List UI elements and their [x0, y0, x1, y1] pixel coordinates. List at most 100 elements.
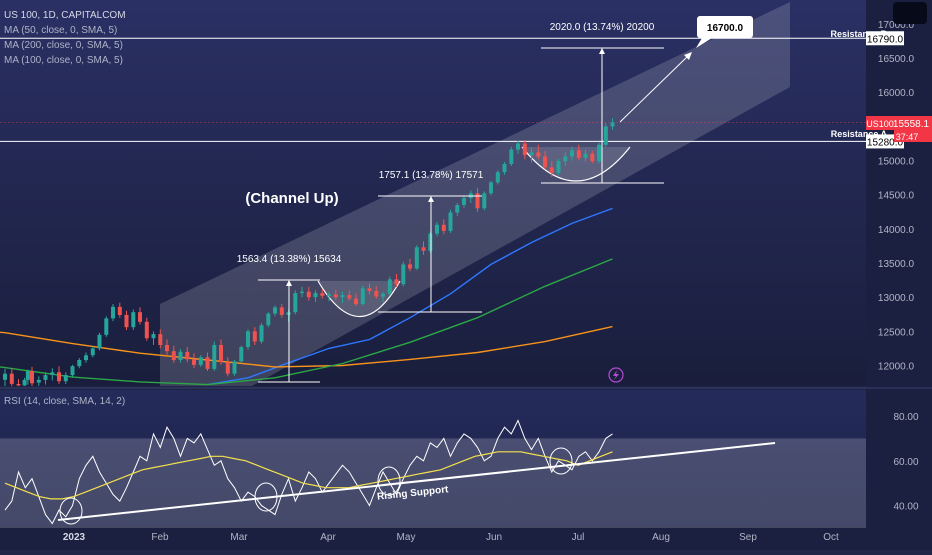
resistance-b-tag [866, 31, 904, 46]
candle-body-9 [57, 372, 61, 382]
symbol-label: US100 [866, 119, 894, 129]
candle-body-34 [225, 362, 230, 374]
last-price-tag [894, 116, 932, 142]
ma-line-1 [0, 325, 613, 368]
ma100-legend: MA (100, close, 0, SMA, 5) [4, 55, 123, 66]
measure-3-arrow-head [599, 48, 605, 54]
candle-body-68 [455, 205, 460, 213]
candle-body-61 [408, 264, 412, 269]
last-price-label: 15558.1 [893, 119, 930, 130]
candle-body-88 [590, 153, 595, 162]
rsi-legend: RSI (14, close, SMA, 14, 2) [4, 396, 126, 407]
candle-body-37 [246, 331, 250, 347]
candle-body-0 [3, 373, 7, 380]
candle-body-49 [327, 294, 331, 296]
candle-body-75 [502, 164, 507, 173]
candle-body-87 [583, 153, 588, 158]
rsi-touch-2 [254, 482, 278, 512]
resistance-b-value: 16790.0 [867, 34, 904, 45]
measure-1-arrow-head [286, 280, 292, 286]
rsi-touch-1 [59, 497, 83, 525]
candle-body-51 [340, 295, 345, 298]
candle-body-32 [212, 345, 217, 369]
y-tick-9: 12000.0 [878, 362, 915, 373]
candle-body-12 [77, 360, 82, 367]
candle-body-7 [43, 375, 48, 380]
candle-body-59 [394, 279, 399, 285]
candle-body-20 [131, 312, 136, 328]
y-tick-0: 17000.0 [878, 20, 915, 31]
candle-body-63 [421, 247, 426, 251]
corner-button[interactable] [893, 2, 927, 24]
candle-body-35 [232, 361, 237, 374]
candle-body-81 [543, 156, 547, 168]
candle-body-55 [367, 288, 372, 291]
candle-body-85 [570, 150, 574, 157]
measure-2-arrow-head [428, 196, 434, 202]
candle-body-65 [435, 224, 439, 234]
candle-body-79 [529, 152, 534, 156]
candle-body-71 [475, 193, 480, 209]
chart-title: US 100, 1D, CAPITALCOM [4, 10, 126, 21]
price-axis-background [866, 0, 932, 550]
ma200-legend: MA (200, close, 0, SMA, 5) [4, 40, 123, 51]
target-label: 16700.0 [707, 23, 744, 34]
lightning-icon [608, 367, 624, 383]
time-axis-background [0, 526, 866, 550]
candle-body-18 [117, 306, 122, 315]
rsi-touch-3 [377, 466, 401, 496]
candle-body-27 [178, 351, 183, 360]
candle-body-57 [381, 293, 385, 297]
cup-arc-2 [521, 146, 631, 182]
candle-body-52 [347, 295, 352, 299]
candle-body-89 [597, 144, 601, 162]
candle-body-17 [111, 306, 115, 319]
ma-line-0 [207, 207, 613, 386]
rsi-touch-4 [549, 447, 573, 475]
candle-body-6 [36, 379, 41, 383]
rsi-line [4, 419, 613, 525]
y-tick-4: 14500.0 [878, 191, 915, 202]
symbol-tag [866, 116, 894, 130]
candle-body-45 [300, 291, 304, 294]
rsi-band [0, 438, 866, 528]
candle-body-15 [97, 334, 102, 349]
candle-body-19 [124, 314, 129, 328]
candle-body-28 [185, 351, 190, 360]
rsi-ma-line [4, 451, 613, 500]
candle-body-24 [158, 334, 163, 345]
candle-body-4 [25, 371, 30, 380]
candle-body-60 [401, 264, 406, 285]
candle-body-38 [252, 331, 257, 342]
candle-body-33 [219, 345, 223, 363]
candle-body-3 [22, 379, 27, 386]
target-arrow-head [684, 52, 692, 60]
candle-body-78 [522, 143, 527, 156]
candle-body-47 [313, 293, 318, 298]
x-tick-8: Sep [739, 532, 757, 543]
candle-body-44 [293, 293, 298, 313]
candle-body-41 [273, 307, 277, 314]
candle-body-58 [387, 279, 392, 294]
x-tick-1: Feb [151, 532, 169, 543]
candle-body-46 [306, 291, 311, 298]
y-tick-1: 16500.0 [878, 54, 915, 65]
candle-body-39 [259, 325, 264, 342]
y-tick-3: 15000.0 [878, 157, 915, 168]
candle-body-21 [138, 312, 142, 322]
candle-body-90 [603, 126, 608, 145]
candle-body-30 [198, 357, 203, 365]
channel-up-label: (Channel Up) [245, 190, 338, 207]
rsi-y-tick-1: 60.00 [893, 457, 918, 468]
lightning-icon-bolt [613, 370, 619, 380]
candle-body-86 [576, 150, 581, 158]
candle-body-36 [239, 347, 244, 362]
candle-body-40 [266, 313, 271, 326]
candle-body-14 [90, 348, 95, 356]
candle-body-69 [462, 198, 466, 205]
y-tick-6: 13500.0 [878, 259, 915, 270]
countdown-label: 37:47 [896, 132, 919, 142]
target-callout-tail [696, 38, 712, 48]
